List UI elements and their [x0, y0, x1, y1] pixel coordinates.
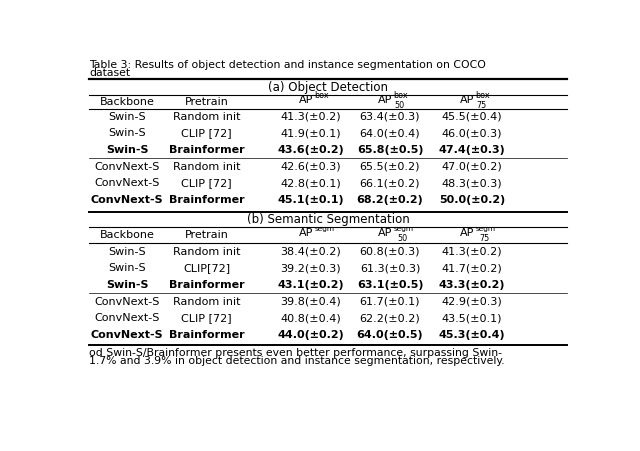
Text: 75: 75: [479, 234, 490, 243]
Text: 65.8(±0.5): 65.8(±0.5): [356, 145, 423, 155]
Text: box: box: [314, 91, 329, 100]
Text: 64.0(±0.5): 64.0(±0.5): [356, 330, 423, 340]
Text: Brainformer: Brainformer: [169, 195, 244, 205]
Text: Table 3: Results of object detection and instance segmentation on COCO: Table 3: Results of object detection and…: [89, 60, 486, 69]
Text: Brainformer: Brainformer: [169, 330, 244, 340]
Text: AP: AP: [298, 95, 313, 105]
Text: ConvNext-S: ConvNext-S: [91, 195, 163, 205]
Text: 40.8(±0.4): 40.8(±0.4): [280, 313, 341, 323]
Text: 50.0(±0.2): 50.0(±0.2): [438, 195, 505, 205]
Text: Swin-S: Swin-S: [106, 280, 148, 290]
Text: 75: 75: [477, 101, 487, 110]
Text: Swin-S: Swin-S: [108, 263, 146, 273]
Text: 42.6(±0.3): 42.6(±0.3): [280, 161, 341, 172]
Text: 64.0(±0.4): 64.0(±0.4): [360, 128, 420, 138]
Text: AP: AP: [298, 228, 313, 238]
Text: 61.7(±0.1): 61.7(±0.1): [360, 297, 420, 307]
Text: Random init: Random init: [173, 112, 240, 122]
Text: 41.9(±0.1): 41.9(±0.1): [280, 128, 341, 138]
Text: 50: 50: [395, 101, 405, 110]
Text: 63.4(±0.3): 63.4(±0.3): [360, 112, 420, 122]
Text: 1.7% and 3.9% in object detection and instance segmentation, respectively.: 1.7% and 3.9% in object detection and in…: [89, 356, 504, 367]
Text: 41.3(±0.2): 41.3(±0.2): [280, 112, 341, 122]
Text: dataset: dataset: [89, 68, 130, 78]
Text: box: box: [394, 91, 408, 100]
Text: 60.8(±0.3): 60.8(±0.3): [360, 247, 420, 257]
Text: Pretrain: Pretrain: [184, 97, 228, 107]
Text: 62.2(±0.2): 62.2(±0.2): [360, 313, 420, 323]
Text: AP: AP: [378, 228, 392, 238]
Text: segm: segm: [394, 226, 414, 232]
Text: 45.5(±0.4): 45.5(±0.4): [442, 112, 502, 122]
Text: 39.2(±0.3): 39.2(±0.3): [280, 263, 341, 273]
Text: 47.0(±0.2): 47.0(±0.2): [442, 161, 502, 172]
Text: 50: 50: [398, 234, 408, 243]
Text: 61.3(±0.3): 61.3(±0.3): [360, 263, 420, 273]
Text: 42.9(±0.3): 42.9(±0.3): [442, 297, 502, 307]
Text: od Swin-S/Brainformer presents even better performance, surpassing Swin-: od Swin-S/Brainformer presents even bett…: [89, 348, 502, 358]
Text: 47.4(±0.3): 47.4(±0.3): [438, 145, 505, 155]
Text: 43.1(±0.2): 43.1(±0.2): [277, 280, 344, 290]
Text: 43.3(±0.2): 43.3(±0.2): [438, 280, 505, 290]
Text: 39.8(±0.4): 39.8(±0.4): [280, 297, 341, 307]
Text: 41.7(±0.2): 41.7(±0.2): [442, 263, 502, 273]
Text: AP: AP: [460, 228, 474, 238]
Text: 43.5(±0.1): 43.5(±0.1): [442, 313, 502, 323]
Text: 44.0(±0.2): 44.0(±0.2): [277, 330, 344, 340]
Text: 38.4(±0.2): 38.4(±0.2): [280, 247, 341, 257]
Text: 63.1(±0.5): 63.1(±0.5): [356, 280, 423, 290]
Text: 42.8(±0.1): 42.8(±0.1): [280, 178, 341, 189]
Text: 65.5(±0.2): 65.5(±0.2): [360, 161, 420, 172]
Text: CLIP[72]: CLIP[72]: [183, 263, 230, 273]
Text: Random init: Random init: [173, 161, 240, 172]
Text: Brainformer: Brainformer: [169, 145, 244, 155]
Text: CLIP [72]: CLIP [72]: [181, 178, 232, 189]
Text: 68.2(±0.2): 68.2(±0.2): [356, 195, 424, 205]
Text: Swin-S: Swin-S: [108, 247, 146, 257]
Text: segm: segm: [314, 226, 335, 232]
Text: Backbone: Backbone: [100, 230, 154, 240]
Text: ConvNext-S: ConvNext-S: [95, 313, 160, 323]
Text: (b) Semantic Segmentation: (b) Semantic Segmentation: [246, 213, 410, 226]
Text: ConvNext-S: ConvNext-S: [95, 178, 160, 189]
Text: AP: AP: [378, 95, 392, 105]
Text: 66.1(±0.2): 66.1(±0.2): [360, 178, 420, 189]
Text: Random init: Random init: [173, 297, 240, 307]
Text: CLIP [72]: CLIP [72]: [181, 128, 232, 138]
Text: 48.3(±0.3): 48.3(±0.3): [442, 178, 502, 189]
Text: AP: AP: [460, 95, 474, 105]
Text: ConvNext-S: ConvNext-S: [91, 330, 163, 340]
Text: Swin-S: Swin-S: [108, 112, 146, 122]
Text: 43.6(±0.2): 43.6(±0.2): [277, 145, 344, 155]
Text: segm: segm: [476, 226, 496, 232]
Text: 45.3(±0.4): 45.3(±0.4): [438, 330, 505, 340]
Text: (a) Object Detection: (a) Object Detection: [268, 81, 388, 94]
Text: Random init: Random init: [173, 247, 240, 257]
Text: ConvNext-S: ConvNext-S: [95, 297, 160, 307]
Text: Pretrain: Pretrain: [184, 230, 228, 240]
Text: Backbone: Backbone: [100, 97, 154, 107]
Text: ConvNext-S: ConvNext-S: [95, 161, 160, 172]
Text: 45.1(±0.1): 45.1(±0.1): [277, 195, 344, 205]
Text: Brainformer: Brainformer: [169, 280, 244, 290]
Text: CLIP [72]: CLIP [72]: [181, 313, 232, 323]
Text: Swin-S: Swin-S: [106, 145, 148, 155]
Text: 46.0(±0.3): 46.0(±0.3): [442, 128, 502, 138]
Text: box: box: [476, 91, 490, 100]
Text: 41.3(±0.2): 41.3(±0.2): [442, 247, 502, 257]
Text: Swin-S: Swin-S: [108, 128, 146, 138]
